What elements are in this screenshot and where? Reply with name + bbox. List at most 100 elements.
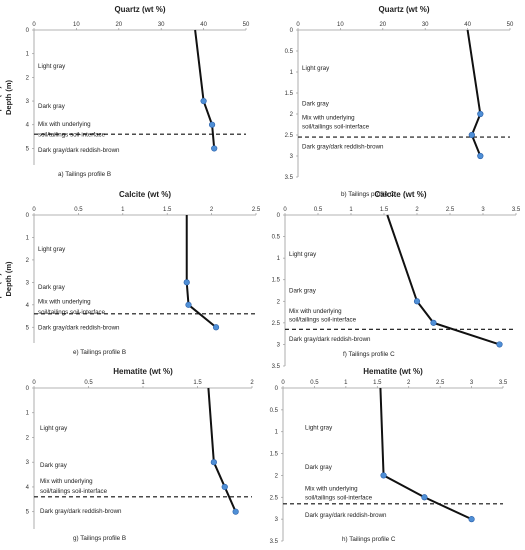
x-tick-label: 20 — [115, 22, 122, 28]
x-tick-label: 10 — [73, 22, 80, 28]
x-tick-label: 0 — [281, 380, 285, 386]
x-axis-title: Quartz (wt %) — [114, 5, 165, 14]
y-tick-label: 3 — [26, 460, 30, 466]
y-axis-title: Depth (m) — [4, 80, 13, 115]
chart-panel-5: Hematite (wt %) 0 0.5 1 1.5 2 0 1 2 3 4 5 Light gray… — [26, 367, 255, 542]
data-point — [211, 145, 218, 152]
zone-label: Dark gray — [305, 464, 333, 471]
data-point — [221, 483, 228, 491]
y-tick-label: 0.5 — [272, 235, 281, 241]
y-tick-label: 2.5 — [272, 321, 281, 327]
x-tick-label: 0.5 — [84, 380, 93, 386]
y-tick-label: 1 — [275, 430, 279, 436]
x-tick-label: 0.5 — [314, 207, 323, 213]
panel-caption: e) Tailings profile B — [73, 349, 126, 356]
y-tick-label: 1.5 — [270, 452, 279, 458]
panel-caption: g) Tailings profile B — [73, 535, 126, 542]
data-point — [380, 472, 387, 479]
x-tick-label: 0 — [32, 380, 36, 386]
x-tick-label: 3 — [470, 380, 474, 386]
x-tick-label: 3.5 — [499, 380, 508, 386]
data-point — [212, 324, 220, 331]
y-tick-label: 3.5 — [270, 539, 279, 545]
zone-label: Dark gray — [289, 288, 317, 295]
x-tick-label: 1.5 — [380, 207, 389, 213]
data-point — [496, 341, 503, 348]
y-axis-title: Depth (m) — [0, 273, 2, 308]
data-point — [468, 516, 475, 523]
zone-label: Dark gray — [38, 103, 66, 110]
data-point — [232, 508, 239, 515]
data-point — [477, 110, 484, 118]
panel-caption: h) Tailings profile C — [342, 536, 396, 543]
zone-label: soil/tailings soil-interface — [302, 123, 370, 130]
zone-label: Light gray — [38, 246, 66, 253]
x-tick-label: 30 — [158, 22, 165, 28]
zone-label: Dark gray/dark reddish-brown — [289, 336, 371, 343]
y-tick-label: 1 — [290, 70, 294, 76]
zone-label: Mix with underlying — [289, 308, 342, 315]
panel-caption: b) Tailings profile C — [341, 191, 395, 198]
y-tick-label: 5 — [26, 510, 30, 516]
series-line — [194, 29, 216, 149]
panel-caption: f) Tailings profile C — [343, 351, 395, 358]
zone-label: soil/tailings soil-interface — [38, 132, 106, 139]
x-tick-label: 2.5 — [436, 380, 445, 386]
y-tick-label: 2.5 — [285, 133, 294, 139]
x-tick-label: 2 — [210, 207, 214, 213]
series-line — [379, 387, 472, 521]
data-point — [183, 279, 190, 286]
y-tick-label: 3.5 — [272, 364, 281, 370]
x-tick-label: 30 — [422, 22, 429, 28]
x-axis-title: Calcite (wt %) — [374, 190, 426, 199]
series-line — [386, 214, 500, 346]
y-tick-label: 3 — [26, 280, 30, 286]
y-tick-label: 0 — [26, 28, 30, 34]
x-tick-label: 1.5 — [193, 380, 202, 386]
series-line — [185, 215, 217, 329]
x-tick-label: 40 — [200, 22, 207, 28]
x-tick-label: 0 — [283, 207, 287, 213]
x-axis-title: Hematite (wt %) — [113, 367, 173, 376]
y-tick-label: 0 — [275, 386, 279, 392]
y-tick-label: 1 — [26, 235, 30, 241]
y-tick-label: 4 — [26, 485, 30, 491]
zone-label: Mix with underlying — [38, 121, 91, 128]
y-tick-label: 1.5 — [272, 278, 281, 284]
x-tick-label: 2 — [415, 207, 419, 213]
x-tick-label: 1.5 — [163, 207, 172, 213]
zone-label: Mix with underlying — [302, 114, 355, 121]
x-tick-label: 3 — [481, 207, 485, 213]
x-tick-label: 3.5 — [512, 207, 521, 213]
y-tick-label: 5 — [26, 325, 30, 331]
y-tick-label: 2 — [275, 473, 279, 479]
x-tick-label: 40 — [464, 22, 471, 28]
y-tick-label: 3.5 — [285, 175, 294, 181]
y-tick-label: 2 — [26, 258, 30, 264]
zone-label: Dark gray — [38, 284, 66, 291]
y-tick-label: 1 — [26, 411, 30, 417]
x-tick-label: 2 — [407, 380, 411, 386]
zone-label: Light gray — [302, 65, 330, 72]
zone-label: Dark gray — [302, 101, 330, 108]
y-tick-label: 2.5 — [270, 495, 279, 501]
zone-label: Dark gray/dark reddish-brown — [305, 512, 387, 519]
y-tick-label: 1 — [26, 52, 30, 58]
x-tick-label: 0 — [296, 22, 300, 28]
data-point — [413, 298, 421, 305]
x-tick-label: 10 — [337, 22, 344, 28]
x-tick-label: 1 — [349, 207, 353, 213]
panel-caption: a) Tailings profile B — [58, 171, 111, 178]
zone-label: Mix with underlying — [38, 299, 91, 306]
zone-label: Mix with underlying — [40, 478, 93, 485]
x-tick-label: 0 — [32, 22, 36, 28]
y-axis-title: Depth (m) — [4, 261, 13, 296]
data-point — [185, 301, 192, 308]
data-point — [210, 459, 217, 466]
chart-panel-2: Quartz (wt %)0 10 20 30 40 5000.511.522.533.5… — [0, 5, 514, 198]
data-point — [200, 97, 207, 105]
zone-label: Light gray — [305, 425, 333, 432]
chart-panel-4: Calcite (wt %) 0 0.5 1 1.5 2 2.5 3 3.5 0 0.5 1 1.5 2 2… — [0, 190, 521, 370]
zone-label: Light gray — [38, 63, 66, 70]
y-tick-label: 2 — [277, 299, 281, 305]
